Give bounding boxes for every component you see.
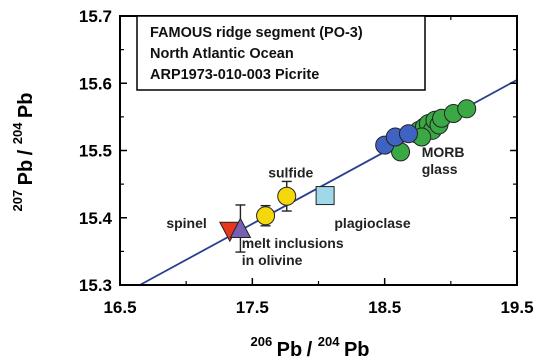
info-line-2: North Atlantic Ocean — [150, 46, 294, 62]
x-label-main2: Pb — [344, 339, 370, 361]
data-point-circle — [277, 186, 297, 206]
y-label-main1: Pb — [15, 160, 37, 186]
axis-ticks: 16.5 17.5 18.5 19.5 15.3 15.4 15.5 15.6 15.7 — [79, 7, 534, 317]
x-label-main1: Pb — [277, 339, 303, 361]
x-tick-label: 18.5 — [368, 298, 401, 317]
data-point-circle — [398, 124, 418, 144]
annotation-label: glass — [422, 161, 458, 177]
y-tick-label: 15.3 — [79, 276, 112, 295]
x-tick-label: 19.5 — [500, 298, 533, 317]
y-axis-label: 207 Pb / 204 Pb — [9, 92, 37, 211]
y-label-sep: / — [15, 144, 37, 155]
x-axis-label: 206 Pb / 204 Pb — [250, 333, 369, 361]
info-line-3: ARP1973-010-003 Picrite — [150, 67, 319, 83]
y-tick-label: 15.7 — [79, 7, 112, 26]
x-label-sup2: 204 — [318, 334, 340, 349]
y-label-sup1: 207 — [10, 190, 25, 212]
data-point-square — [315, 186, 335, 206]
annotation-label: plagioclase — [334, 215, 410, 231]
y-tick-label: 15.4 — [79, 209, 113, 228]
annotation-label: in olivine — [242, 252, 303, 268]
y-tick-label: 15.5 — [79, 142, 112, 161]
x-label-sup1: 206 — [250, 334, 272, 349]
annotation-label: sulfide — [268, 164, 313, 180]
annotation-label: spinel — [166, 215, 206, 231]
y-label-main2: Pb — [15, 92, 37, 118]
x-tick-label: 17.5 — [236, 298, 269, 317]
annotation-label: MORB — [422, 144, 465, 160]
data-points — [219, 99, 477, 253]
data-point-circle — [457, 99, 477, 119]
y-tick-label: 15.6 — [79, 74, 112, 93]
data-point-triangle-up — [229, 217, 252, 239]
info-box: FAMOUS ridge segment (PO-3) North Atlant… — [136, 15, 426, 91]
data-point-circle — [256, 206, 276, 226]
y-label-sup2: 204 — [10, 122, 25, 144]
x-tick-label: 16.5 — [103, 298, 136, 317]
x-label-sep: / — [307, 339, 318, 361]
annotations: sulfide spinel plagioclase melt inclusionsi… — [166, 144, 464, 268]
annotation-label: melt inclusions — [242, 235, 344, 251]
info-line-1: FAMOUS ridge segment (PO-3) — [150, 25, 363, 41]
